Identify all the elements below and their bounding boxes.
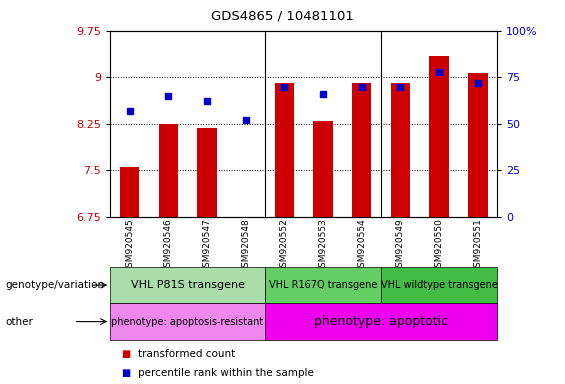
Bar [236,217,255,220]
Text: percentile rank within the sample: percentile rank within the sample [138,368,314,378]
Text: VHL R167Q transgene: VHL R167Q transgene [269,280,377,290]
Bar [110,303,265,340]
Bar [381,267,497,303]
Bar [265,267,381,303]
Bar [197,128,216,217]
Text: genotype/variation: genotype/variation [6,280,105,290]
Text: ■: ■ [121,368,131,378]
Bar [110,267,265,303]
Text: GDS4865 / 10481101: GDS4865 / 10481101 [211,10,354,23]
Bar [275,83,294,217]
Text: other: other [6,316,33,327]
Text: ■: ■ [121,349,131,359]
Text: phenotype: apoptotic: phenotype: apoptotic [314,315,448,328]
Text: VHL wildtype transgene: VHL wildtype transgene [381,280,498,290]
Bar [120,167,139,217]
Bar [265,303,497,340]
Text: transformed count: transformed count [138,349,236,359]
Bar [352,83,371,217]
Bar [391,83,410,217]
Bar [468,73,488,217]
Text: phenotype: apoptosis-resistant: phenotype: apoptosis-resistant [111,316,264,327]
Bar [314,121,333,217]
Text: VHL P81S transgene: VHL P81S transgene [131,280,245,290]
Bar [159,124,178,217]
Bar [429,56,449,217]
